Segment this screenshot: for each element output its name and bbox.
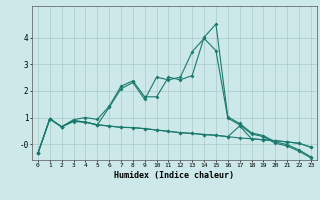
X-axis label: Humidex (Indice chaleur): Humidex (Indice chaleur) bbox=[115, 171, 234, 180]
